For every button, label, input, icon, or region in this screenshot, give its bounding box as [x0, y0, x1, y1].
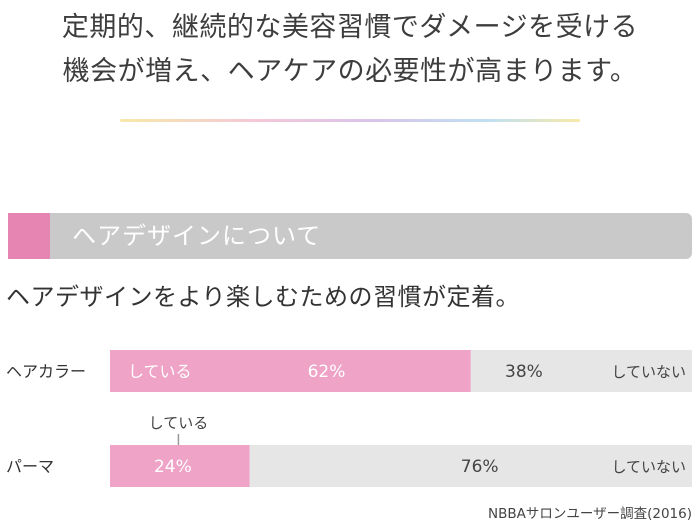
bar-not-doing — [249, 445, 692, 487]
data-label-not-doing: 76% — [461, 457, 499, 477]
category-label: パーマ — [6, 457, 54, 476]
category-label: ヘアカラー — [6, 362, 86, 381]
headline-line-2: 機会が増え、ヘアケアの必要性が高まります。 — [62, 56, 638, 87]
headline-line-1: 定期的、継続的な美容習慣でダメージを受ける — [61, 12, 639, 43]
callout-label: している — [149, 414, 209, 432]
series-label-doing: している — [128, 362, 192, 381]
section-header-bar — [8, 213, 692, 259]
section-title: ヘアデザインについて — [72, 222, 322, 250]
bar-doing — [110, 350, 471, 392]
bar-doing — [110, 445, 250, 487]
gradient-divider — [120, 119, 580, 122]
data-label-not-doing: 38% — [505, 362, 543, 382]
bar-not-doing — [470, 350, 692, 392]
chart-subtitle: ヘアデザインをより楽しむための習慣が定着。 — [6, 283, 521, 311]
data-label-doing: 62% — [308, 362, 346, 382]
headline: 定期的、継続的な美容習慣でダメージを受ける 機会が増え、ヘアケアの必要性が高まり… — [0, 6, 700, 94]
series-label-not-doing: していない — [611, 363, 686, 381]
section-header-accent — [8, 213, 50, 259]
data-label-doing: 24% — [154, 457, 192, 477]
series-label-not-doing: していない — [611, 458, 686, 476]
source-note: NBBAサロンユーザー調査(2016) — [488, 506, 692, 522]
